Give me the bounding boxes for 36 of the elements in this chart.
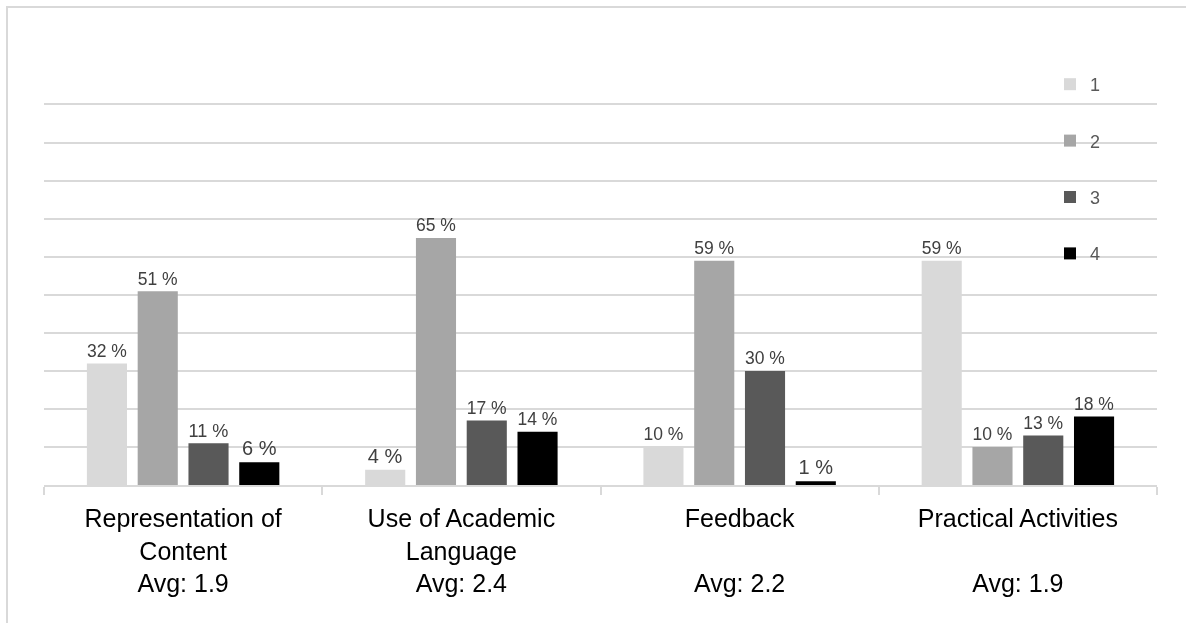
data-label: 18 %: [1074, 394, 1114, 415]
data-label: 65 %: [415, 215, 456, 236]
data-label: 14 %: [517, 409, 558, 430]
bar: [188, 443, 229, 485]
data-label: 30 %: [744, 348, 785, 369]
bar: [795, 481, 836, 485]
bar: [744, 371, 786, 485]
legend-label: 4: [1090, 244, 1101, 265]
data-label: 6 %: [241, 437, 277, 460]
legend-label: 2: [1090, 131, 1101, 152]
bar: [415, 238, 457, 485]
legend-label: 3: [1090, 188, 1101, 209]
data-label: 17 %: [466, 397, 507, 418]
bar: [137, 291, 178, 485]
bar: [694, 260, 735, 485]
bar: [239, 462, 280, 485]
data-label: 10 %: [643, 424, 684, 445]
category-label: Feedback Avg: 2.2: [684, 504, 795, 597]
bar: [517, 431, 558, 485]
data-label: 59 %: [694, 238, 735, 259]
data-label: 11 %: [188, 420, 229, 441]
data-label: 13 %: [1023, 413, 1064, 434]
x-tick-label: Representation of Content Avg: 1.9: [84, 504, 282, 597]
x-tick-label: Use of Academic Language Avg: 2.4: [367, 504, 556, 597]
data-label: 4 %: [367, 444, 403, 467]
data-label: 1 %: [798, 456, 834, 479]
data-label: 10 %: [972, 424, 1013, 445]
category-label: Practical Activities Avg: 1.9: [917, 504, 1118, 597]
bar: [466, 420, 507, 485]
bar: [1023, 435, 1064, 485]
data-label: 59 %: [921, 238, 962, 259]
bar: [1073, 416, 1115, 485]
data-label: 32 %: [86, 340, 127, 361]
bar: [972, 447, 1013, 485]
data-label: 51 %: [137, 268, 178, 289]
legend-label: 1: [1090, 75, 1101, 96]
